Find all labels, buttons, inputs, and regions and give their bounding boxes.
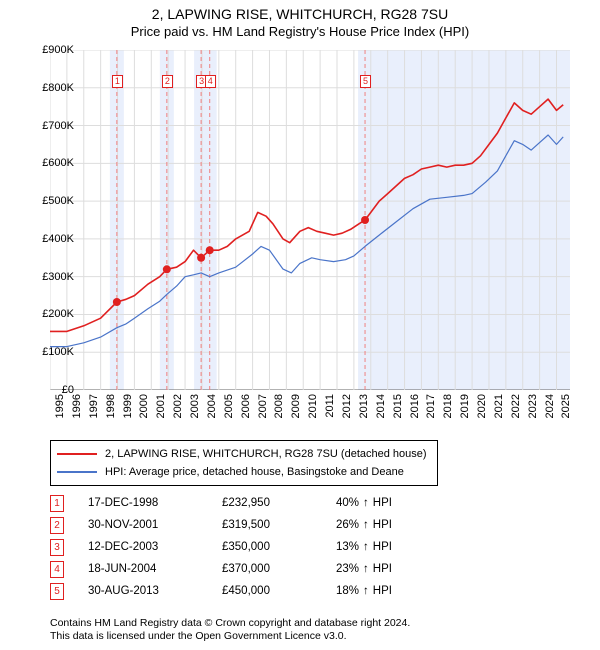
legend: 2, LAPWING RISE, WHITCHURCH, RG28 7SU (d… xyxy=(50,440,438,486)
event-price: £232,950 xyxy=(222,497,312,509)
legend-label-hpi: HPI: Average price, detached house, Basi… xyxy=(105,466,404,478)
x-tick-label: 2004 xyxy=(206,394,218,418)
footer-line-1: Contains HM Land Registry data © Crown c… xyxy=(50,617,410,631)
x-tick-label: 2012 xyxy=(341,394,353,418)
event-price: £319,500 xyxy=(222,519,312,531)
x-tick-label: 2025 xyxy=(560,394,572,418)
event-row: 4 18-JUN-2004 £370,000 23% ↑ HPI xyxy=(50,558,392,580)
footer: Contains HM Land Registry data © Crown c… xyxy=(50,617,410,644)
event-price: £370,000 xyxy=(222,563,312,575)
y-tick-label: £600K xyxy=(26,157,74,169)
x-tick-label: 2007 xyxy=(257,394,269,418)
event-row: 5 30-AUG-2013 £450,000 18% ↑ HPI xyxy=(50,580,392,602)
x-tick-label: 1997 xyxy=(88,394,100,418)
x-tick-label: 2005 xyxy=(223,394,235,418)
x-tick-label: 2002 xyxy=(172,394,184,418)
legend-swatch-price xyxy=(57,453,97,455)
chart-area xyxy=(50,50,570,390)
footer-line-2: This data is licensed under the Open Gov… xyxy=(50,630,410,644)
x-tick-label: 2018 xyxy=(442,394,454,418)
arrow-up-icon: ↑ xyxy=(363,519,369,531)
event-marker: 5 xyxy=(50,583,64,600)
event-marker: 4 xyxy=(50,561,64,578)
event-row: 2 30-NOV-2001 £319,500 26% ↑ HPI xyxy=(50,514,392,536)
event-diff: 18% ↑ HPI xyxy=(336,585,392,597)
x-tick-label: 2021 xyxy=(493,394,505,418)
event-marker: 3 xyxy=(50,539,64,556)
event-row: 1 17-DEC-1998 £232,950 40% ↑ HPI xyxy=(50,492,392,514)
y-tick-label: £400K xyxy=(26,233,74,245)
y-tick-label: £200K xyxy=(26,308,74,320)
event-price: £450,000 xyxy=(222,585,312,597)
legend-label-price: 2, LAPWING RISE, WHITCHURCH, RG28 7SU (d… xyxy=(105,448,427,460)
y-tick-label: £700K xyxy=(26,120,74,132)
arrow-up-icon: ↑ xyxy=(363,497,369,509)
event-diff: 26% ↑ HPI xyxy=(336,519,392,531)
y-tick-label: £500K xyxy=(26,195,74,207)
arrow-up-icon: ↑ xyxy=(363,585,369,597)
legend-row-price: 2, LAPWING RISE, WHITCHURCH, RG28 7SU (d… xyxy=(57,445,427,463)
x-tick-label: 1999 xyxy=(122,394,134,418)
x-tick-label: 1998 xyxy=(105,394,117,418)
event-marker: 1 xyxy=(50,495,64,512)
x-tick-label: 2003 xyxy=(189,394,201,418)
sale-marker-4: 4 xyxy=(205,75,216,88)
events-table: 1 17-DEC-1998 £232,950 40% ↑ HPI 2 30-NOV-200… xyxy=(50,492,392,602)
x-tick-label: 2014 xyxy=(375,394,387,418)
x-tick-label: 2009 xyxy=(290,394,302,418)
x-tick-label: 2000 xyxy=(138,394,150,418)
arrow-up-icon: ↑ xyxy=(363,541,369,553)
title-block: 2, LAPWING RISE, WHITCHURCH, RG28 7SU Pr… xyxy=(0,0,600,39)
x-tick-label: 1996 xyxy=(71,394,83,418)
y-tick-label: £300K xyxy=(26,271,74,283)
legend-swatch-hpi xyxy=(57,471,97,473)
sale-marker-2: 2 xyxy=(162,75,173,88)
x-tick-label: 2023 xyxy=(527,394,539,418)
x-tick-label: 2006 xyxy=(240,394,252,418)
x-tick-label: 2017 xyxy=(425,394,437,418)
event-date: 30-AUG-2013 xyxy=(88,585,198,597)
x-tick-label: 2001 xyxy=(155,394,167,418)
x-tick-label: 2020 xyxy=(476,394,488,418)
x-tick-label: 2011 xyxy=(324,394,336,418)
sale-marker-1: 1 xyxy=(112,75,123,88)
event-date: 17-DEC-1998 xyxy=(88,497,198,509)
y-tick-label: £900K xyxy=(26,44,74,56)
x-tick-label: 2015 xyxy=(392,394,404,418)
event-diff: 13% ↑ HPI xyxy=(336,541,392,553)
x-tick-label: 2022 xyxy=(510,394,522,418)
event-diff: 23% ↑ HPI xyxy=(336,563,392,575)
legend-row-hpi: HPI: Average price, detached house, Basi… xyxy=(57,463,427,481)
event-diff: 40% ↑ HPI xyxy=(336,497,392,509)
x-tick-label: 2024 xyxy=(544,394,556,418)
event-date: 30-NOV-2001 xyxy=(88,519,198,531)
event-marker: 2 xyxy=(50,517,64,534)
sale-marker-5: 5 xyxy=(360,75,371,88)
x-tick-label: 2019 xyxy=(459,394,471,418)
chart-container: 2, LAPWING RISE, WHITCHURCH, RG28 7SU Pr… xyxy=(0,0,600,650)
x-tick-label: 2008 xyxy=(273,394,285,418)
y-tick-label: £0 xyxy=(26,384,74,396)
title-main: 2, LAPWING RISE, WHITCHURCH, RG28 7SU xyxy=(0,6,600,22)
x-tick-label: 2016 xyxy=(409,394,421,418)
y-tick-label: £100K xyxy=(26,346,74,358)
chart-svg xyxy=(50,50,570,390)
x-tick-label: 2013 xyxy=(358,394,370,418)
event-date: 12-DEC-2003 xyxy=(88,541,198,553)
x-tick-label: 1995 xyxy=(54,394,66,418)
x-tick-label: 2010 xyxy=(307,394,319,418)
event-date: 18-JUN-2004 xyxy=(88,563,198,575)
event-price: £350,000 xyxy=(222,541,312,553)
arrow-up-icon: ↑ xyxy=(363,563,369,575)
event-row: 3 12-DEC-2003 £350,000 13% ↑ HPI xyxy=(50,536,392,558)
title-sub: Price paid vs. HM Land Registry's House … xyxy=(0,24,600,39)
y-tick-label: £800K xyxy=(26,82,74,94)
